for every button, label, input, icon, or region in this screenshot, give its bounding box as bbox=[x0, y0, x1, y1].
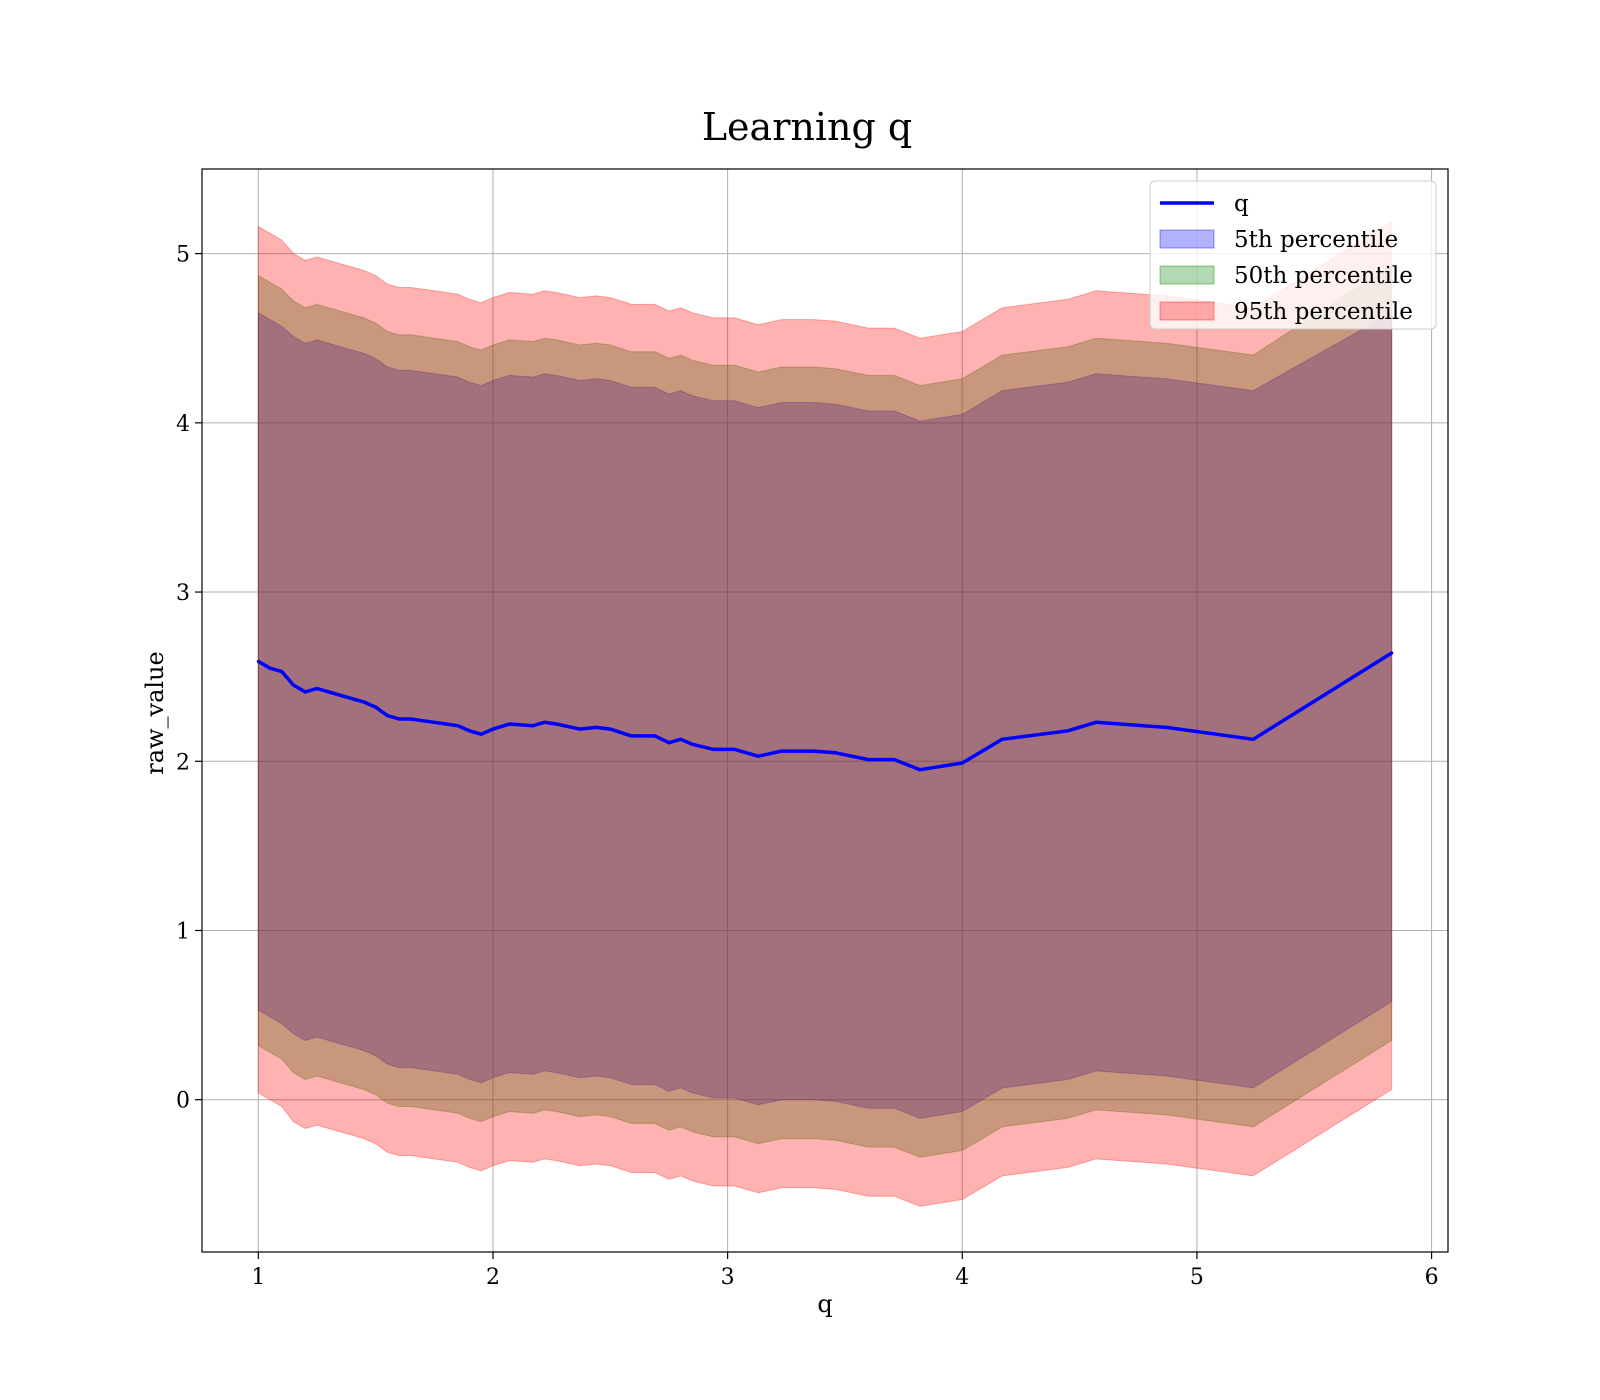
data-point bbox=[420, 719, 425, 723]
grid bbox=[202, 169, 1448, 1252]
y-tick-label: 4 bbox=[176, 412, 190, 437]
data-point bbox=[960, 761, 964, 765]
data-point bbox=[1066, 729, 1070, 733]
chart-title: Learning q bbox=[702, 105, 912, 149]
legend-label: 5th percentile bbox=[1234, 227, 1398, 253]
data-point bbox=[409, 717, 413, 721]
data-point bbox=[256, 659, 260, 664]
legend: q 5th percentile 50th percentile 95th perce… bbox=[1149, 180, 1437, 330]
data-point bbox=[280, 669, 284, 674]
x-tick-label: 6 bbox=[1425, 1265, 1439, 1290]
y-tick-label: 0 bbox=[176, 1089, 190, 1114]
legend-label: q bbox=[1234, 191, 1249, 217]
data-point bbox=[467, 729, 472, 733]
data-point bbox=[374, 705, 378, 709]
data-point bbox=[833, 751, 838, 755]
legend-box bbox=[1149, 180, 1437, 330]
data-point bbox=[653, 734, 657, 738]
data-point bbox=[268, 666, 272, 670]
legend-swatch-band bbox=[1159, 229, 1215, 249]
data-point bbox=[629, 734, 634, 738]
data-point bbox=[690, 742, 695, 746]
data-point bbox=[608, 727, 612, 731]
y-tick-label: 1 bbox=[176, 919, 190, 944]
data-point bbox=[756, 754, 760, 758]
band-50th-percentile bbox=[257, 264, 1393, 1158]
data-point bbox=[338, 693, 343, 697]
data-point bbox=[812, 749, 817, 753]
data-point bbox=[1164, 725, 1169, 730]
data-point bbox=[362, 700, 366, 704]
x-tick-label: 4 bbox=[955, 1265, 969, 1290]
plot-frame bbox=[201, 168, 1449, 1253]
data-point bbox=[456, 724, 460, 728]
data-point bbox=[315, 686, 319, 691]
percentile-bands bbox=[257, 220, 1393, 1207]
y-tick-label: 2 bbox=[176, 750, 190, 775]
data-point bbox=[679, 737, 683, 741]
data-point bbox=[1094, 720, 1098, 724]
data-point bbox=[479, 732, 483, 736]
band-95th-percentile bbox=[257, 220, 1393, 1207]
x-tick-label: 2 bbox=[486, 1265, 500, 1290]
data-point bbox=[327, 690, 331, 694]
data-point bbox=[779, 749, 784, 753]
data-point bbox=[444, 722, 448, 726]
band-5th-percentile bbox=[257, 311, 1393, 1119]
data-point bbox=[711, 747, 716, 752]
y-axis-label: raw_value bbox=[141, 651, 169, 775]
x-axis-ticks: 1 2 3 4 5 6 bbox=[251, 1252, 1439, 1290]
data-point bbox=[432, 720, 436, 724]
data-point bbox=[397, 717, 401, 721]
data-point bbox=[291, 683, 296, 687]
series-lines bbox=[256, 651, 1394, 772]
data-point bbox=[303, 690, 307, 694]
legend-label: 50th percentile bbox=[1234, 263, 1413, 289]
legend-label: 95th percentile bbox=[1234, 299, 1413, 325]
data-point bbox=[578, 727, 582, 731]
x-tick-label: 5 bbox=[1190, 1265, 1204, 1290]
data-point bbox=[918, 768, 922, 772]
y-tick-label: 3 bbox=[176, 581, 190, 606]
legend-swatch-band bbox=[1159, 301, 1215, 321]
y-tick-label: 5 bbox=[176, 243, 190, 268]
data-point bbox=[1390, 651, 1394, 655]
x-axis-label: q bbox=[817, 1290, 832, 1318]
data-point bbox=[542, 720, 547, 724]
x-tick-label: 1 bbox=[251, 1265, 265, 1290]
legend-swatch-band bbox=[1159, 265, 1215, 285]
data-point bbox=[866, 757, 871, 762]
x-tick-label: 3 bbox=[721, 1265, 735, 1290]
y-axis-ticks: 0 1 2 3 4 5 bbox=[176, 243, 202, 1114]
data-point bbox=[491, 727, 495, 731]
data-point bbox=[1251, 737, 1255, 741]
data-point bbox=[385, 713, 389, 718]
data-point bbox=[554, 722, 558, 726]
data-point bbox=[892, 757, 896, 762]
data-point bbox=[594, 725, 598, 730]
data-point bbox=[667, 741, 671, 745]
data-point bbox=[531, 724, 535, 728]
data-point bbox=[733, 747, 737, 752]
data-point bbox=[350, 697, 354, 701]
data-point bbox=[507, 722, 511, 726]
data-point bbox=[1000, 737, 1004, 741]
